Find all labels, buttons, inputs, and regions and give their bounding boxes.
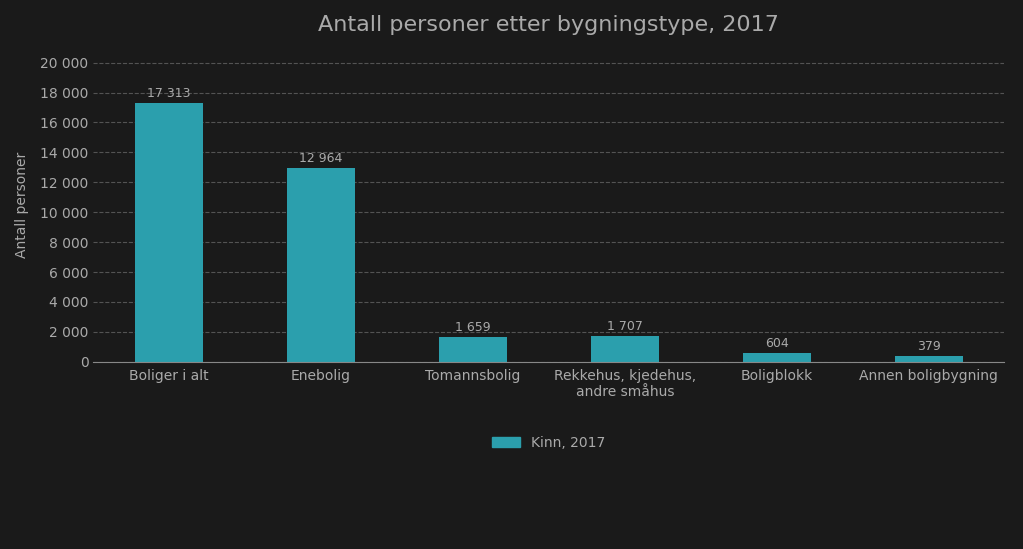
Text: 12 964: 12 964 bbox=[299, 152, 343, 165]
Text: 1 707: 1 707 bbox=[607, 320, 642, 333]
Bar bbox=[743, 352, 811, 362]
Text: 17 313: 17 313 bbox=[147, 87, 190, 100]
Bar bbox=[286, 168, 355, 362]
Text: 379: 379 bbox=[917, 340, 940, 353]
Bar bbox=[590, 336, 659, 362]
Legend: Kinn, 2017: Kinn, 2017 bbox=[487, 430, 611, 455]
Title: Antall personer etter bygningstype, 2017: Antall personer etter bygningstype, 2017 bbox=[318, 15, 780, 35]
Text: 1 659: 1 659 bbox=[455, 321, 491, 334]
Bar bbox=[135, 103, 204, 362]
Y-axis label: Antall personer: Antall personer bbox=[15, 152, 29, 258]
Bar bbox=[439, 337, 507, 362]
Bar bbox=[894, 356, 963, 362]
Text: 604: 604 bbox=[765, 337, 789, 350]
